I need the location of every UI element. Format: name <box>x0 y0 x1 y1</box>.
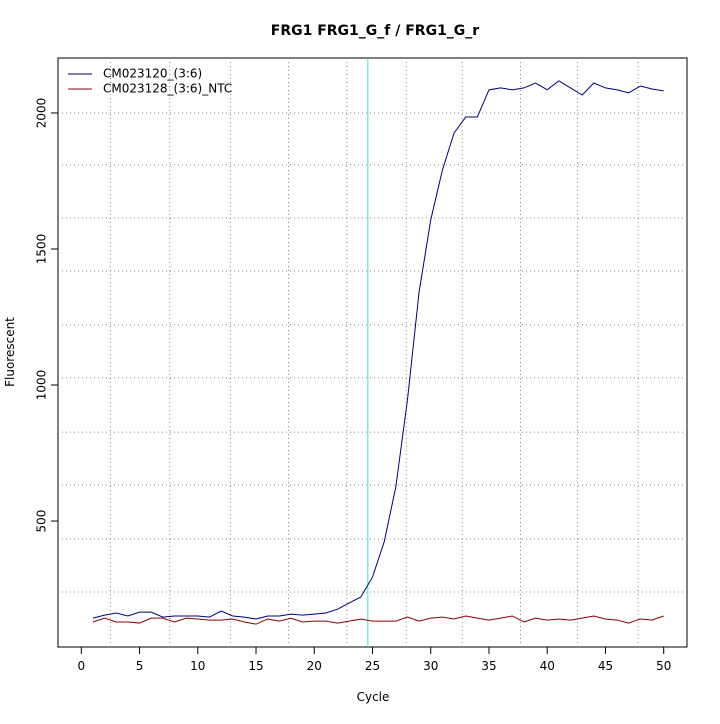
x-tick-label: 50 <box>656 659 671 673</box>
x-tick-label: 40 <box>540 659 555 673</box>
legend-label: CM023120_(3:6) <box>103 67 202 81</box>
y-tick-label: 1000 <box>35 370 49 401</box>
x-tick-label: 35 <box>481 659 496 673</box>
chart-title: FRG1 FRG1_G_f / FRG1_G_r <box>271 23 480 39</box>
y-axis-label: Fluorescent <box>3 317 17 387</box>
x-tick-label: 25 <box>365 659 380 673</box>
x-axis-label: Cycle <box>357 690 390 704</box>
x-tick-label: 5 <box>136 659 144 673</box>
legend-label: CM023128_(3:6)_NTC <box>103 82 232 96</box>
y-tick-label: 1500 <box>35 234 49 265</box>
y-tick-label: 2000 <box>34 98 48 129</box>
x-tick-label: 45 <box>598 659 613 673</box>
y-tick-label: 500 <box>35 510 49 533</box>
x-tick-label: 30 <box>423 659 438 673</box>
x-tick-label: 20 <box>307 659 322 673</box>
x-tick-label: 0 <box>77 659 85 673</box>
x-tick-label: 15 <box>248 659 263 673</box>
plot-frame <box>57 57 688 648</box>
series-line <box>92 80 664 620</box>
x-tick-label: 10 <box>190 659 205 673</box>
series-line <box>92 615 664 625</box>
